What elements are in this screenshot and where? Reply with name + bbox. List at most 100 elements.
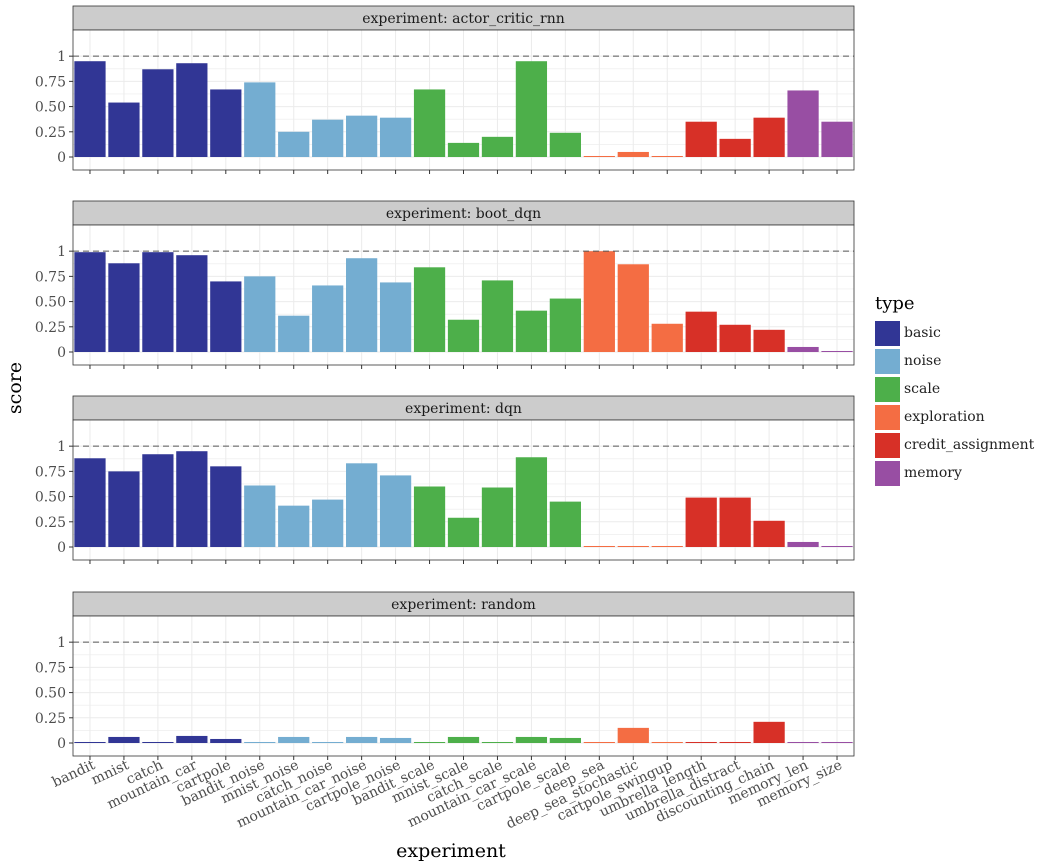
bar-catch_scale	[481, 487, 514, 547]
bar-mountain_car	[176, 255, 208, 352]
bar-deep_sea_stochastic	[617, 727, 649, 743]
bar-bandit	[74, 458, 106, 547]
legend-swatch	[875, 376, 900, 402]
legend: type basic noise scale exploration credit_as…	[875, 293, 1055, 487]
bar-mnist	[108, 263, 140, 352]
bar-deep_sea_stochastic	[617, 264, 649, 352]
y-tick-label: 0.75	[35, 660, 66, 676]
bar-bandit_noise	[244, 485, 276, 547]
bar-memory_size	[821, 741, 853, 743]
bar-mnist_noise	[278, 505, 310, 547]
bar-catch	[142, 69, 174, 157]
facet-panel-actor_critic_rnn: experiment: actor_critic_rnn 0 0.25 0.50 0.7…	[35, 5, 855, 174]
bar-bandit_noise	[244, 741, 276, 743]
bar-memory_size	[821, 545, 853, 547]
bar-mnist	[108, 471, 140, 547]
bar-memory_size	[821, 350, 853, 352]
bar-memory_size	[821, 121, 853, 157]
legend-item-scale: scale	[875, 375, 1055, 403]
bar-mnist_scale	[447, 319, 480, 352]
bar-bandit	[74, 61, 106, 158]
bar-cartpole_scale	[549, 132, 581, 157]
legend-label: credit_assignment	[904, 437, 1035, 453]
bar-catch	[142, 252, 174, 352]
legend-label: memory	[904, 465, 962, 481]
bar-mountain_car_scale	[515, 61, 548, 158]
bar-cartpole	[210, 466, 242, 547]
bar-bandit	[74, 252, 106, 352]
facet-strip	[72, 200, 855, 226]
bar-umbrella_distract	[719, 741, 751, 743]
bar-cartpole_scale	[549, 298, 581, 352]
y-tick-label: 0.25	[35, 711, 66, 727]
bar-mnist	[108, 736, 140, 743]
bar-catch_scale	[481, 741, 514, 743]
bar-deep_sea_stochastic	[617, 151, 649, 157]
facet-strip-label: experiment: random	[391, 597, 536, 613]
y-axis-title: score	[4, 362, 26, 414]
y-tick-label: 0.25	[35, 125, 66, 141]
y-tick-label: 0.25	[35, 320, 66, 336]
y-tick-label: 0.50	[35, 686, 66, 702]
bar-umbrella_distract	[719, 497, 751, 547]
bar-cartpole_swingup	[651, 545, 683, 547]
legend-swatch	[875, 320, 900, 346]
bar-mountain_car_noise	[346, 115, 378, 157]
legend-item-basic: basic	[875, 319, 1055, 347]
y-tick-label: 0.50	[35, 295, 66, 311]
bar-bandit_noise	[244, 82, 276, 157]
bar-mountain_car	[176, 735, 208, 743]
bar-memory_len	[787, 541, 819, 547]
y-tick-label: 0.75	[35, 464, 66, 480]
bar-memory_len	[787, 741, 819, 743]
legend-swatch	[875, 460, 900, 486]
bar-deep_sea	[583, 155, 615, 157]
bar-umbrella_length	[685, 741, 717, 743]
y-tick-label: 0.50	[35, 490, 66, 506]
bar-cartpole_swingup	[651, 323, 683, 352]
bar-umbrella_distract	[719, 138, 751, 157]
bar-mountain_car_noise	[346, 463, 378, 547]
bar-catch	[142, 454, 174, 547]
legend-label: noise	[904, 353, 942, 369]
bar-cartpole_swingup	[651, 155, 683, 157]
legend-label: basic	[904, 325, 941, 341]
y-tick-label: 0	[57, 150, 66, 166]
facet-strip-label: experiment: boot_dqn	[386, 206, 541, 222]
bar-bandit_scale	[413, 741, 446, 743]
facet-panel-dqn: experiment: dqn 0 0.25 0.50 0.75 1	[35, 395, 855, 564]
bar-bandit_scale	[413, 267, 446, 352]
bar-cartpole_scale	[549, 737, 581, 743]
bar-memory_len	[787, 346, 819, 352]
bar-deep_sea_stochastic	[617, 545, 649, 547]
bar-mnist_noise	[278, 736, 310, 743]
legend-item-noise: noise	[875, 347, 1055, 375]
legend-swatch	[875, 432, 900, 458]
bar-mountain_car_scale	[515, 736, 548, 743]
bar-mountain_car_noise	[346, 258, 378, 352]
bar-umbrella_distract	[719, 324, 751, 352]
bar-mnist_noise	[278, 315, 310, 352]
bar-catch_scale	[481, 280, 514, 352]
bar-mnist_scale	[447, 517, 480, 547]
bar-catch_noise	[312, 285, 344, 352]
bar-catch_noise	[312, 741, 344, 743]
bar-discounting_chain	[753, 329, 785, 352]
y-tick-label: 0	[57, 345, 66, 361]
x-axis-title: experiment	[396, 840, 506, 862]
y-tick-label: 0.50	[35, 100, 66, 116]
bar-memory_len	[787, 90, 819, 157]
bar-bandit_noise	[244, 276, 276, 352]
legend-label: exploration	[904, 409, 985, 425]
bar-deep_sea	[583, 545, 615, 547]
bar-cartpole_swingup	[651, 741, 683, 743]
bar-umbrella_length	[685, 497, 717, 547]
bar-bandit_scale	[413, 89, 446, 157]
bar-mnist_noise	[278, 131, 310, 157]
bar-cartpole_noise	[379, 117, 412, 157]
y-tick-label: 1	[57, 49, 66, 65]
bar-catch_noise	[312, 119, 344, 157]
bar-cartpole	[210, 89, 242, 157]
y-tick-label: 0.75	[35, 269, 66, 285]
